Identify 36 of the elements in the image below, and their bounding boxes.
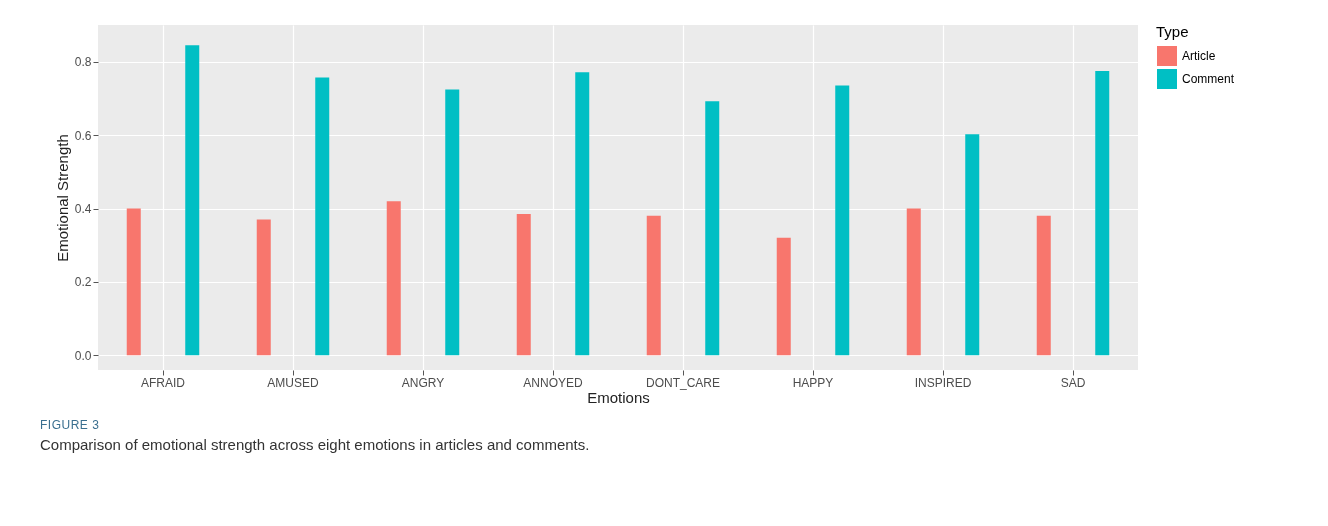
y-tick-label: 0.2 — [74, 275, 92, 290]
x-tick-label: ANGRY — [401, 375, 445, 390]
y-tick-label: 0.8 — [74, 55, 92, 70]
bar — [776, 237, 791, 356]
y-tick-label: 0.0 — [74, 348, 92, 363]
bar — [256, 219, 271, 356]
y-axis-title: Emotional Strength — [53, 134, 71, 262]
bar — [835, 85, 850, 356]
x-tick-label: SAD — [1060, 375, 1086, 390]
caption: FIGURE 3 — [40, 418, 101, 432]
bar — [386, 201, 401, 356]
x-tick-label: ANNOYED — [523, 375, 584, 390]
bar — [1095, 70, 1110, 356]
bar — [315, 77, 330, 356]
x-tick-label: HAPPY — [792, 375, 834, 390]
x-tick-label: AFRAID — [140, 375, 186, 390]
bar — [185, 45, 200, 356]
text: Comparison of emotional strength across eight emotions in articles and comments. — [40, 436, 591, 453]
legend-label: Article — [1182, 49, 1216, 63]
y-tick-label: 0.4 — [74, 202, 92, 217]
bar — [445, 89, 460, 356]
x-tick-label: AMUSED — [267, 375, 319, 390]
bar — [965, 134, 980, 356]
bar — [705, 101, 720, 356]
legend-label: Comment — [1182, 72, 1235, 86]
legend-title: Type — [1156, 23, 1189, 40]
bar — [906, 208, 921, 356]
bar — [1036, 215, 1051, 356]
bar — [646, 215, 661, 356]
x-tick-label: DONT_CARE — [645, 375, 721, 390]
y-tick-label: 0.6 — [74, 128, 92, 143]
x-tick-label: INSPIRED — [914, 375, 972, 390]
bar — [575, 72, 590, 356]
bar — [126, 208, 141, 356]
x-axis-title: Emotions — [587, 388, 650, 406]
bar — [516, 214, 531, 356]
